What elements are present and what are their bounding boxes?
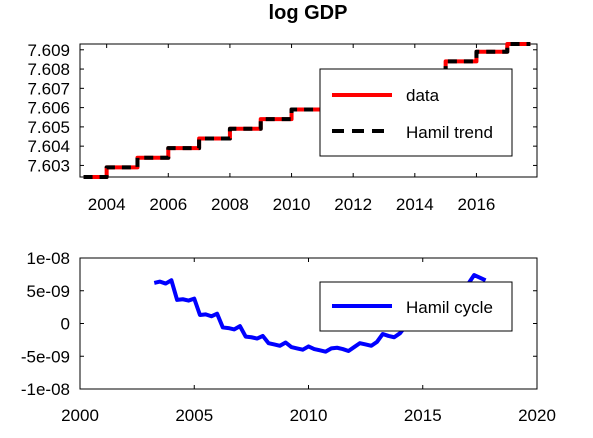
top-chart-title: log GDP (269, 2, 348, 24)
y-tick-label: -5e-09 (21, 347, 70, 366)
x-tick-label: 2016 (458, 195, 496, 214)
y-tick-label: 5e-09 (27, 282, 70, 301)
y-tick-label: 7.609 (27, 41, 70, 60)
y-tick-label: 7.605 (27, 118, 70, 137)
x-tick-label: 2005 (175, 406, 213, 425)
legend-label-hamil-trend: Hamil trend (406, 123, 493, 142)
x-tick-label: 2014 (396, 195, 434, 214)
x-tick-label: 2015 (404, 406, 442, 425)
bottom-chart-legend[interactable]: Hamil cycle (319, 281, 513, 332)
y-tick-label: 7.608 (27, 60, 70, 79)
series-line-hamil-trend (83, 42, 531, 179)
bottom-chart-y-ticks: 1e-08 5e-09 0 -5e-09 -1e-08 (21, 249, 537, 399)
x-tick-label: 2000 (61, 406, 99, 425)
x-tick-label: 2008 (211, 195, 249, 214)
top-chart-series (83, 42, 531, 179)
x-tick-label: 2020 (518, 406, 556, 425)
x-tick-label: 2010 (273, 195, 311, 214)
bottom-chart: 1e-08 5e-09 0 -5e-09 -1e-08 2000 2005 2010 2015… (21, 249, 556, 425)
y-tick-label: 7.604 (27, 137, 70, 156)
x-tick-label: 2010 (290, 406, 328, 425)
y-tick-label: 1e-08 (27, 249, 70, 268)
top-chart-x-ticks: 2004 2006 2008 2010 2012 2014 2016 (88, 44, 496, 214)
legend-label-hamil-cycle: Hamil cycle (406, 298, 493, 317)
legend-label-data: data (406, 86, 440, 105)
top-chart-legend[interactable]: data Hamil trend (319, 68, 513, 157)
y-tick-label: 7.607 (27, 79, 70, 98)
x-tick-label: 2012 (334, 195, 372, 214)
y-tick-label: 7.603 (27, 156, 70, 175)
x-tick-label: 2004 (88, 195, 126, 214)
top-legend-box (319, 68, 513, 157)
y-tick-label: 0 (61, 315, 70, 334)
x-tick-label: 2006 (149, 195, 187, 214)
bottom-chart-x-ticks: 2000 2005 2010 2015 2020 (61, 258, 556, 425)
y-tick-label: -1e-08 (21, 380, 70, 399)
top-chart-plot-area (79, 43, 538, 178)
y-tick-label: 7.606 (27, 99, 70, 118)
